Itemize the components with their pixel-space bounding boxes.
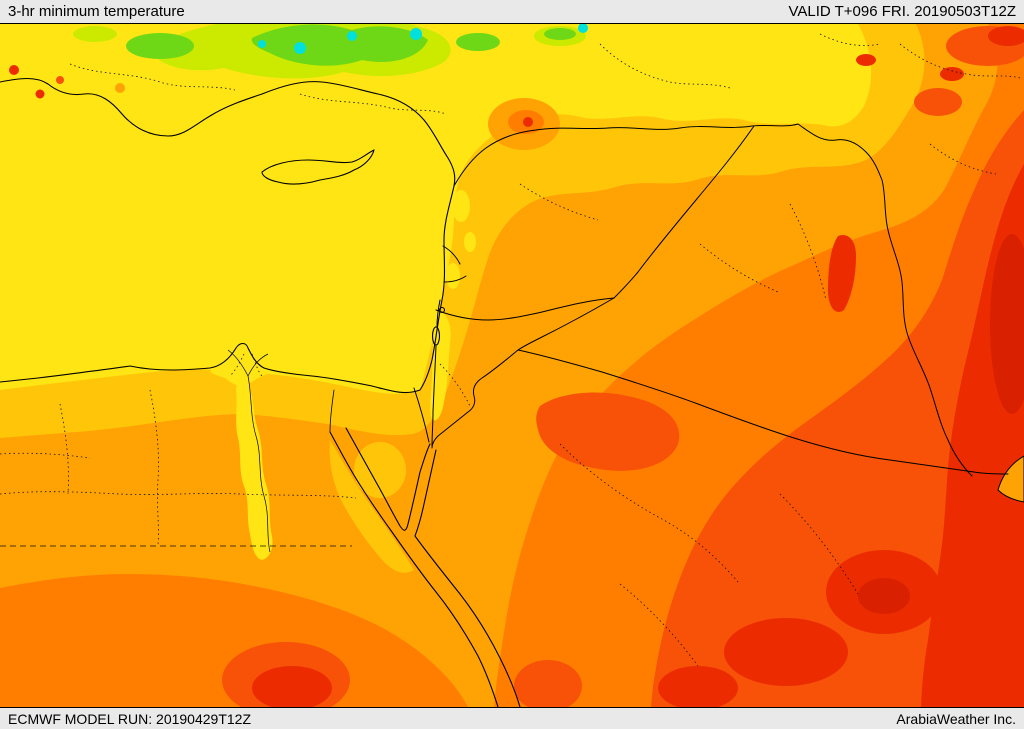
- temperature-field: [0, 24, 1024, 707]
- rivers: [227, 349, 271, 553]
- suez-canal: [329, 389, 335, 433]
- admin-boundaries: [0, 33, 1021, 667]
- temperature-map: [0, 24, 1024, 707]
- mediterranean-coastline: [0, 77, 456, 394]
- red-sea-east-coast: [414, 449, 521, 707]
- cyprus-island: [261, 149, 375, 185]
- map-area: [0, 24, 1024, 707]
- top-bar: 3-hr minimum temperature VALID T+096 FRI…: [0, 0, 1024, 24]
- lebanon-border: [442, 245, 467, 283]
- turkey-syria-iraq-iran-border: [453, 123, 973, 477]
- egypt-israel-border: [413, 387, 430, 443]
- bottom-bar: ECMWF MODEL RUN: 20190429T12Z ArabiaWeat…: [0, 707, 1024, 729]
- syria-iraq-border: [613, 125, 755, 299]
- syria-jordan-border: [435, 297, 615, 321]
- nile-river: [227, 349, 271, 553]
- saudi-iraq-border: [517, 349, 1009, 475]
- coastlines: [0, 77, 521, 707]
- valid-time: VALID T+096 FRI. 20190503T12Z: [788, 3, 1017, 20]
- persian-gulf: [997, 455, 1024, 503]
- dead-sea: [431, 326, 441, 346]
- brand-label: ArabiaWeather Inc.: [896, 710, 1016, 727]
- country-borders: [413, 123, 1009, 477]
- jordan-iraq-border: [517, 297, 615, 351]
- red-sea-west-coast: [329, 431, 499, 707]
- jordan-river-line: [431, 299, 441, 447]
- nile-delta-cool-patch: [210, 340, 271, 380]
- jordan-saudi-border: [431, 349, 519, 449]
- nile-valley-cool-strip: [236, 376, 273, 560]
- model-run-label: ECMWF MODEL RUN: 20190429T12Z: [8, 710, 251, 727]
- sinai-coast: [345, 427, 431, 531]
- map-title: 3-hr minimum temperature: [8, 3, 185, 20]
